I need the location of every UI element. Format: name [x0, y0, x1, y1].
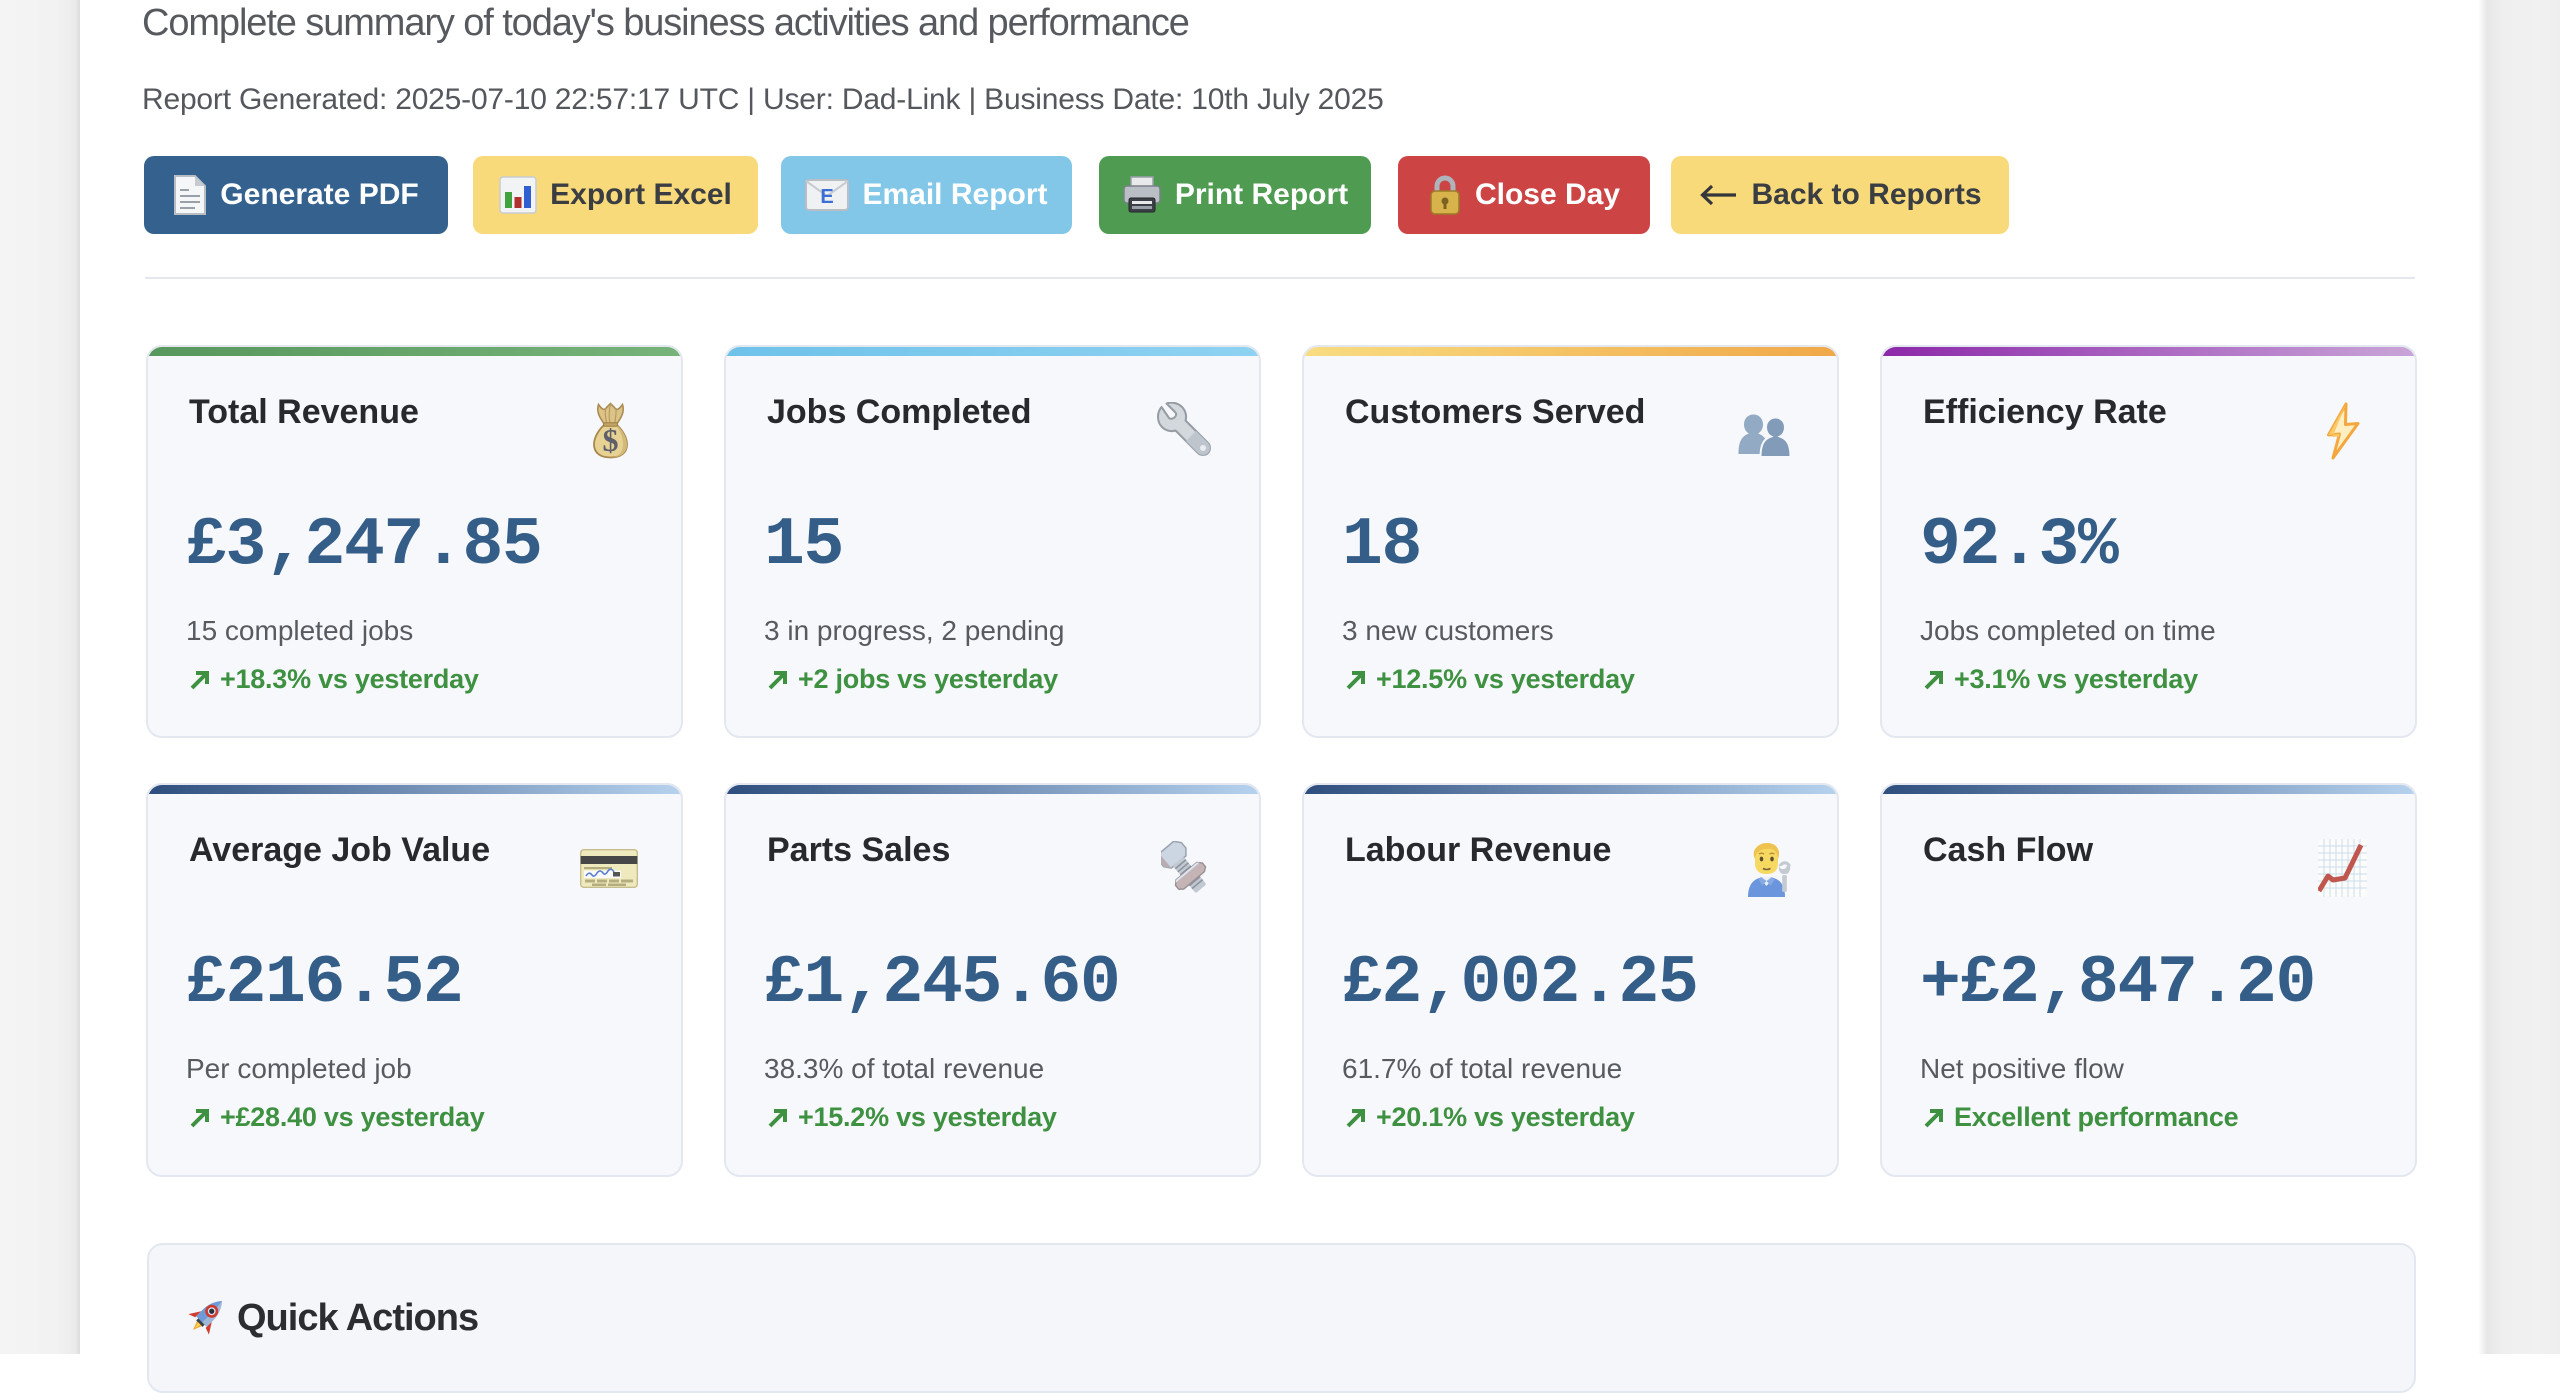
- svg-text:$: $: [603, 422, 619, 458]
- svg-text:E: E: [821, 186, 834, 208]
